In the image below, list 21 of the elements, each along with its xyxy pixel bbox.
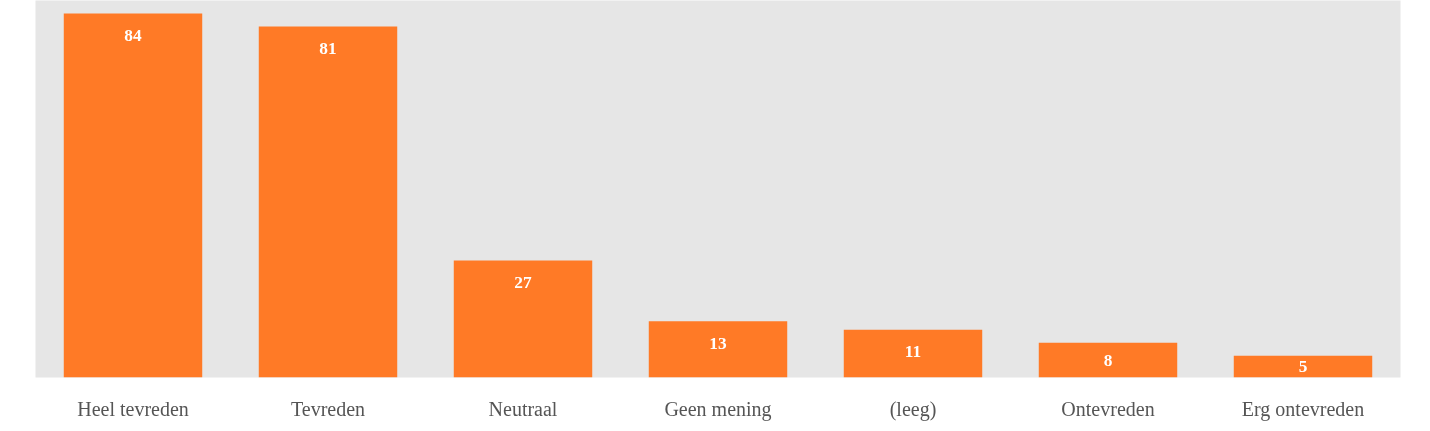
bar <box>258 26 398 378</box>
x-tick-label: Geen mening <box>664 397 772 421</box>
data-label: 84 <box>124 26 142 46</box>
bar <box>63 13 203 378</box>
bar <box>843 329 983 378</box>
data-label: 5 <box>1298 357 1308 377</box>
x-tick-label: Erg ontevreden <box>1241 397 1365 421</box>
x-tick-label: Ontevreden <box>1061 397 1155 420</box>
data-label: 8 <box>1103 350 1113 370</box>
bar <box>1038 342 1178 378</box>
bar <box>453 260 593 378</box>
x-tick-label: Tevreden <box>290 397 366 420</box>
data-label: 81 <box>319 39 337 59</box>
data-label: 13 <box>709 333 727 353</box>
bar <box>1233 355 1373 378</box>
x-tick-label: (leeg) <box>889 397 937 421</box>
x-tick-label: Heel tevreden <box>77 397 189 420</box>
x-tick-label: Neutraal <box>488 397 558 420</box>
data-label: 11 <box>904 342 922 362</box>
bar <box>648 321 788 378</box>
data-label: 27 <box>514 273 532 293</box>
